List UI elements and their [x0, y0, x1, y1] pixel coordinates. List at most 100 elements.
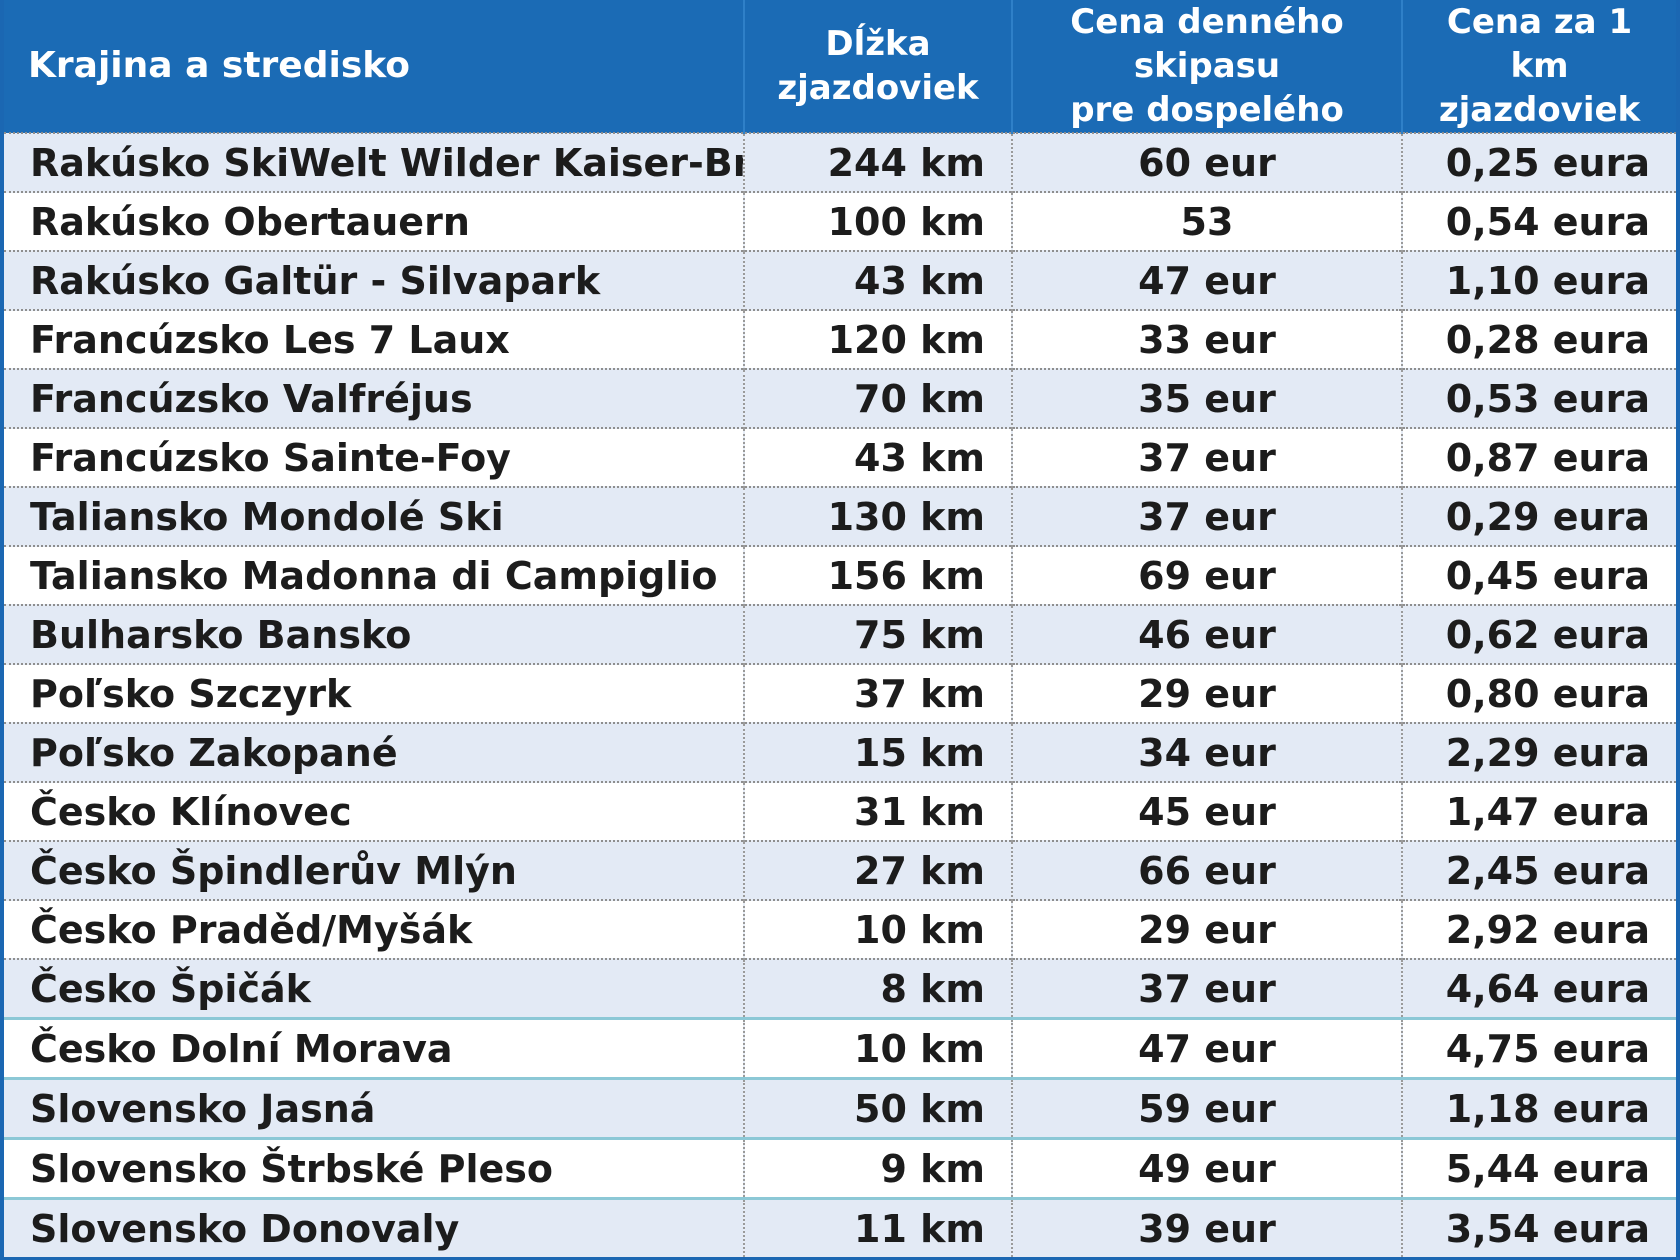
resort-cell: Francúzsko Valfréjus — [4, 368, 744, 428]
resort-cell: Poľsko Zakopané — [4, 722, 744, 782]
header-per-km-line2: zjazdoviek — [1438, 90, 1641, 130]
table-row: Česko Špindlerův Mlýn 27 km 66 eur 2,45 … — [4, 840, 1676, 900]
per-km-cell: 0,29 eura — [1401, 486, 1676, 546]
length-cell: 11 km — [743, 1197, 1012, 1257]
price-cell: 60 eur — [1011, 132, 1402, 192]
table-row: Francúzsko Les 7 Laux 120 km 33 eur 0,28… — [4, 309, 1676, 369]
per-km-cell: 0,53 eura — [1401, 368, 1676, 428]
length-cell: 15 km — [743, 722, 1012, 782]
resort-cell: Česko Špindlerův Mlýn — [4, 840, 744, 900]
per-km-cell: 1,18 eura — [1401, 1077, 1676, 1139]
header-price-line2: pre dospelého — [1070, 90, 1344, 130]
ski-resort-table: Krajina a stredisko Dĺžka zjazdoviek Cen… — [4, 0, 1676, 1257]
header-per-km: Cena za 1 km zjazdoviek — [1401, 0, 1676, 133]
table-row: Česko Špičák 8 km 37 eur 4,64 eura — [4, 958, 1676, 1019]
length-cell: 9 km — [743, 1137, 1012, 1199]
length-cell: 10 km — [743, 1017, 1012, 1079]
price-cell: 53 — [1011, 191, 1402, 251]
resort-cell: Česko Praděd/Myšák — [4, 899, 744, 959]
length-cell: 43 km — [743, 250, 1012, 310]
per-km-cell: 0,87 eura — [1401, 427, 1676, 487]
table-row: Poľsko Szczyrk 37 km 29 eur 0,80 eura — [4, 663, 1676, 723]
price-cell: 39 eur — [1011, 1197, 1402, 1257]
price-cell: 37 eur — [1011, 486, 1402, 546]
table-row: Taliansko Madonna di Campiglio 156 km 69… — [4, 545, 1676, 605]
length-cell: 10 km — [743, 899, 1012, 959]
price-cell: 29 eur — [1011, 899, 1402, 959]
header-length: Dĺžka zjazdoviek — [743, 0, 1012, 133]
per-km-cell: 0,45 eura — [1401, 545, 1676, 605]
length-cell: 27 km — [743, 840, 1012, 900]
header-length-line2: zjazdoviek — [777, 68, 979, 108]
header-price: Cena denného skipasu pre dospelého — [1011, 0, 1402, 133]
price-cell: 47 eur — [1011, 250, 1402, 310]
table-row: Slovensko Jasná 50 km 59 eur 1,18 eura — [4, 1077, 1676, 1139]
resort-cell: Rakúsko Obertauern — [4, 191, 744, 251]
length-cell: 37 km — [743, 663, 1012, 723]
resort-cell: Rakúsko SkiWelt Wilder Kaiser-Brixental — [4, 132, 744, 192]
resort-cell: Česko Klínovec — [4, 781, 744, 841]
header-price-line1: Cena denného skipasu — [1070, 2, 1344, 86]
per-km-cell: 4,64 eura — [1401, 958, 1676, 1019]
resort-cell: Bulharsko Bansko — [4, 604, 744, 664]
table-row: Rakúsko Obertauern 100 km 53 0,54 eura — [4, 191, 1676, 251]
per-km-cell: 1,47 eura — [1401, 781, 1676, 841]
resort-cell: Poľsko Szczyrk — [4, 663, 744, 723]
length-cell: 31 km — [743, 781, 1012, 841]
resort-cell: Francúzsko Les 7 Laux — [4, 309, 744, 369]
length-cell: 8 km — [743, 958, 1012, 1019]
length-cell: 75 km — [743, 604, 1012, 664]
resort-cell: Česko Dolní Morava — [4, 1017, 744, 1079]
price-cell: 45 eur — [1011, 781, 1402, 841]
length-cell: 244 km — [743, 132, 1012, 192]
price-cell: 34 eur — [1011, 722, 1402, 782]
per-km-cell: 0,80 eura — [1401, 663, 1676, 723]
resort-cell: Rakúsko Galtür - Silvapark — [4, 250, 744, 310]
table-row: Bulharsko Bansko 75 km 46 eur 0,62 eura — [4, 604, 1676, 664]
price-cell: 37 eur — [1011, 958, 1402, 1019]
per-km-cell: 0,54 eura — [1401, 191, 1676, 251]
resort-cell: Taliansko Madonna di Campiglio — [4, 545, 744, 605]
per-km-cell: 2,92 eura — [1401, 899, 1676, 959]
per-km-cell: 2,45 eura — [1401, 840, 1676, 900]
price-cell: 47 eur — [1011, 1017, 1402, 1079]
resort-cell: Francúzsko Sainte-Foy — [4, 427, 744, 487]
table-row: Poľsko Zakopané 15 km 34 eur 2,29 eura — [4, 722, 1676, 782]
price-cell: 49 eur — [1011, 1137, 1402, 1199]
per-km-cell: 0,28 eura — [1401, 309, 1676, 369]
table-row: Česko Klínovec 31 km 45 eur 1,47 eura — [4, 781, 1676, 841]
length-cell: 130 km — [743, 486, 1012, 546]
resort-cell: Slovensko Jasná — [4, 1077, 744, 1139]
length-cell: 70 km — [743, 368, 1012, 428]
per-km-cell: 3,54 eura — [1401, 1197, 1676, 1257]
price-cell: 46 eur — [1011, 604, 1402, 664]
table-row: Slovensko Štrbské Pleso 9 km 49 eur 5,44… — [4, 1137, 1676, 1199]
length-cell: 156 km — [743, 545, 1012, 605]
table-header-row: Krajina a stredisko Dĺžka zjazdoviek Cen… — [4, 0, 1676, 133]
resort-cell: Slovensko Štrbské Pleso — [4, 1137, 744, 1199]
table-row: Česko Dolní Morava 10 km 47 eur 4,75 eur… — [4, 1017, 1676, 1079]
per-km-cell: 4,75 eura — [1401, 1017, 1676, 1079]
price-cell: 69 eur — [1011, 545, 1402, 605]
resort-cell: Taliansko Mondolé Ski — [4, 486, 744, 546]
length-cell: 100 km — [743, 191, 1012, 251]
price-cell: 37 eur — [1011, 427, 1402, 487]
price-cell: 59 eur — [1011, 1077, 1402, 1139]
per-km-cell: 5,44 eura — [1401, 1137, 1676, 1199]
table-row: Česko Praděd/Myšák 10 km 29 eur 2,92 eur… — [4, 899, 1676, 959]
table-row: Slovensko Donovaly 11 km 39 eur 3,54 eur… — [4, 1197, 1676, 1257]
header-resort: Krajina a stredisko — [4, 0, 744, 133]
header-length-line1: Dĺžka — [825, 24, 931, 64]
table-row: Francúzsko Sainte-Foy 43 km 37 eur 0,87 … — [4, 427, 1676, 487]
price-cell: 29 eur — [1011, 663, 1402, 723]
price-cell: 33 eur — [1011, 309, 1402, 369]
table-row: Rakúsko Galtür - Silvapark 43 km 47 eur … — [4, 250, 1676, 310]
per-km-cell: 0,62 eura — [1401, 604, 1676, 664]
table-row: Taliansko Mondolé Ski 130 km 37 eur 0,29… — [4, 486, 1676, 546]
table-row: Francúzsko Valfréjus 70 km 35 eur 0,53 e… — [4, 368, 1676, 428]
header-per-km-line1: Cena za 1 km — [1446, 2, 1633, 86]
per-km-cell: 1,10 eura — [1401, 250, 1676, 310]
per-km-cell: 0,25 eura — [1401, 132, 1676, 192]
price-cell: 66 eur — [1011, 840, 1402, 900]
